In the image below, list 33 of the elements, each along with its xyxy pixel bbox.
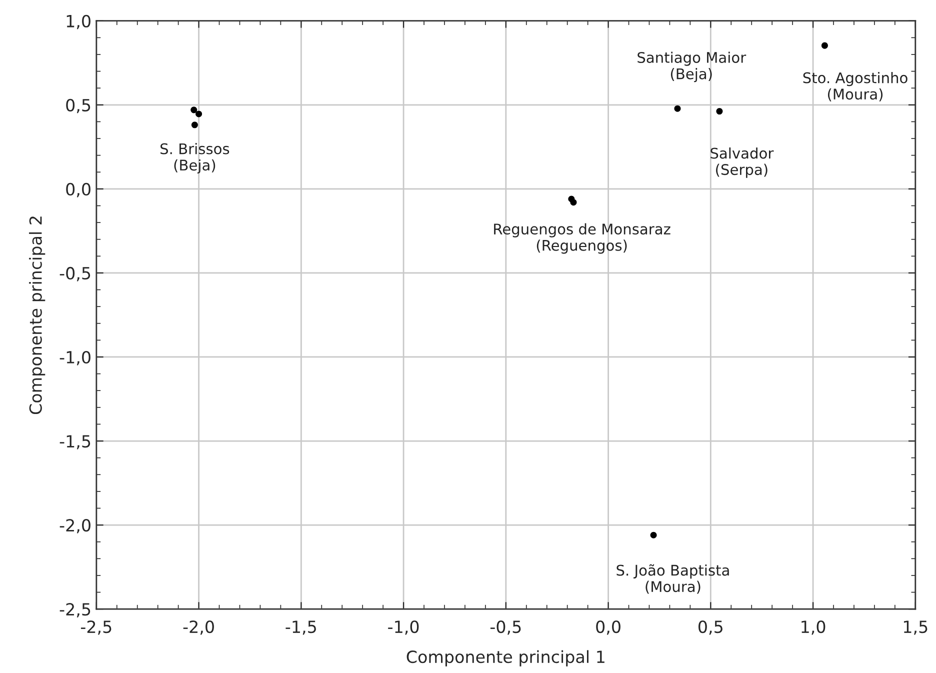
y-axis-title: Componente principal 2	[29, 216, 46, 414]
annotation: S. Brissos (Beja)	[160, 143, 230, 174]
x-tick-label: 1,0	[802, 620, 826, 635]
y-tick-label: -2,5	[60, 603, 90, 618]
annotation: Santiago Maior (Beja)	[638, 52, 746, 82]
point	[570, 199, 577, 206]
x-tick-label: 0,5	[698, 620, 722, 635]
x-tick-label: -1,0	[388, 620, 419, 635]
y-tick-label: 0,0	[66, 182, 90, 198]
annotation: Salvador (Serpa)	[710, 147, 774, 178]
y-tick-label: -2,0	[60, 519, 90, 534]
annotation: Sto. Agostinho (Moura)	[803, 72, 908, 102]
point	[821, 42, 828, 49]
annotation: Reguengos de Monsaraz (Reguengos)	[494, 223, 670, 254]
point	[650, 532, 657, 538]
x-axis-title: Componente principal 1	[406, 650, 604, 666]
y-tick-label: -1,5	[60, 435, 90, 450]
point	[191, 122, 198, 128]
x-tick-label: 1,5	[904, 620, 928, 635]
y-tick-label: 1,0	[66, 14, 90, 30]
y-tick-label: -0,5	[60, 266, 90, 282]
y-tick-label: -1,0	[60, 350, 90, 366]
x-tick-label: -0,5	[490, 620, 521, 635]
x-tick-label: -2,5	[80, 620, 112, 635]
x-tick-label: -1,5	[286, 620, 316, 635]
point	[196, 110, 202, 118]
y-tick-label: 0,5	[66, 98, 90, 114]
point	[674, 105, 681, 112]
point	[716, 108, 723, 115]
point	[190, 106, 198, 114]
annotation: S. João Baptista (Moura)	[616, 564, 729, 594]
x-tick-label: 0,0	[596, 620, 620, 635]
x-tick-label: -2,0	[183, 620, 214, 635]
